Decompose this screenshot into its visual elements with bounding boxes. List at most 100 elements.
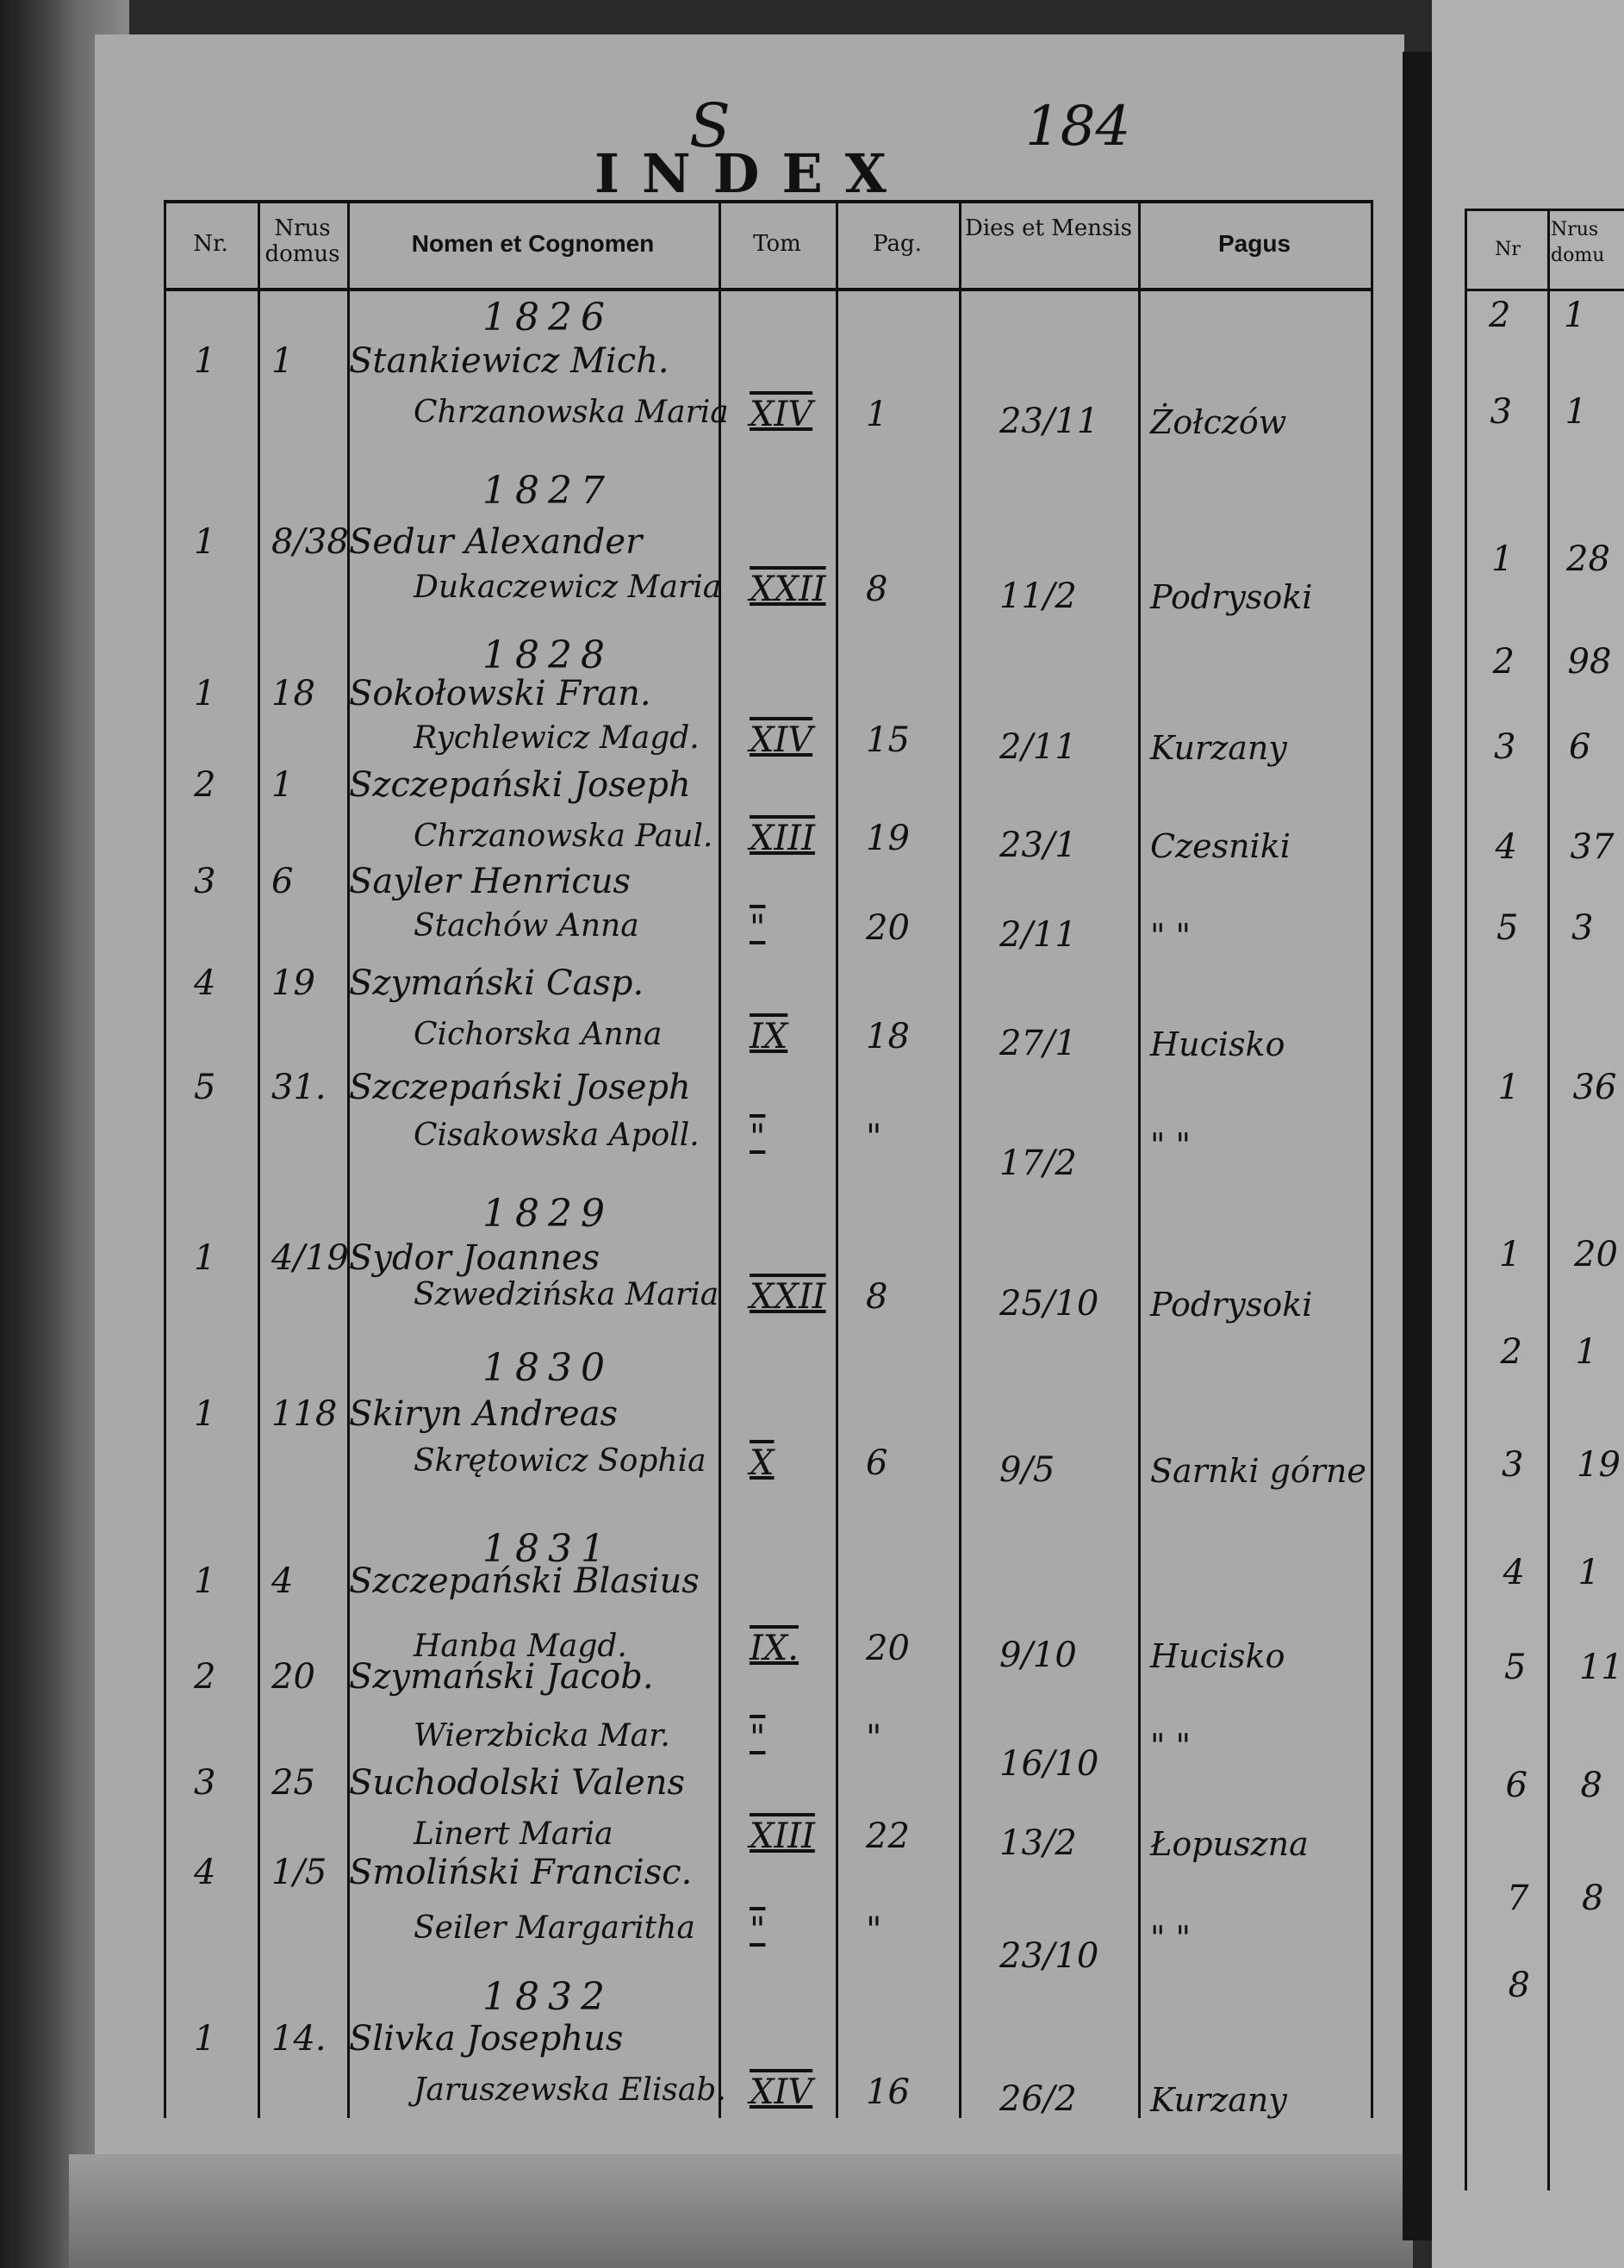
right-cell-domus: 36 — [1572, 1068, 1617, 1107]
page-title: INDEX — [594, 142, 909, 205]
cell-nrus-domus: 4/19 — [271, 1238, 349, 1278]
right-cell-nr: 8 — [1508, 1966, 1530, 2005]
cell-nr: 1 — [194, 522, 216, 562]
right-table-top-border — [1465, 209, 1624, 211]
header-dies: Dies et Mensis — [964, 215, 1132, 241]
cell-nrus-domus: 8/38 — [271, 522, 349, 562]
cell-dies: 23/10 — [999, 1936, 1099, 1976]
book-spine — [1403, 52, 1432, 2240]
cell-nrus-domus: 19 — [271, 963, 315, 1003]
cell-nr: 3 — [194, 1763, 216, 1803]
cell-nr: 3 — [194, 862, 216, 901]
cell-name-bride: Linert Maria — [414, 1816, 613, 1852]
cell-pag: " — [866, 1718, 882, 1758]
cell-pag: 18 — [866, 1017, 910, 1056]
cell-dies: 16/10 — [999, 1744, 1099, 1784]
cell-dies: 9/5 — [999, 1450, 1055, 1490]
right-cell-nr: 7 — [1507, 1879, 1529, 1918]
column-line — [347, 200, 350, 2118]
header-bottom-border — [164, 288, 1371, 291]
cell-pag: 16 — [866, 2072, 910, 2112]
cell-pagus: Żołczów — [1150, 403, 1287, 441]
cell-nrus-domus: 1 — [271, 341, 294, 381]
year-label: 1826 — [482, 296, 613, 340]
cell-name-groom: Szczepański Blasius — [349, 1561, 700, 1601]
cell-nr: 4 — [194, 1853, 216, 1892]
header-nrus-domus: Nrus domus — [264, 215, 340, 267]
cell-dies: 27/1 — [999, 1024, 1077, 1063]
cell-nrus-domus: 25 — [271, 1763, 315, 1803]
cell-name-bride: Cichorska Anna — [414, 1017, 663, 1052]
right-cell-nr: 4 — [1495, 827, 1517, 867]
cell-name-groom: Slivka Josephus — [349, 2019, 624, 2059]
year-label: 1831 — [482, 1527, 613, 1571]
year-label: 1832 — [482, 1975, 613, 2019]
right-cell-nr: 3 — [1502, 1445, 1524, 1485]
header-nr: Nr. — [193, 231, 228, 257]
cell-nr: 1 — [194, 341, 216, 381]
cell-name-groom: Stankiewicz Mich. — [349, 341, 669, 381]
cell-dies: 9/10 — [999, 1636, 1077, 1675]
column-line — [164, 200, 166, 2118]
cell-nr: 4 — [194, 963, 216, 1003]
cell-dies: 2/11 — [999, 915, 1077, 955]
right-header-bottom-border — [1465, 289, 1624, 291]
table-top-border — [164, 200, 1371, 203]
cell-pag: 19 — [866, 819, 910, 858]
right-header-domus: Nrus domu — [1551, 219, 1605, 266]
cell-pagus: Podrysoki — [1150, 1286, 1313, 1324]
right-cell-domus: 20 — [1574, 1235, 1618, 1274]
right-cell-domus: 3 — [1571, 908, 1594, 948]
header-nomen: Nomen et Cognomen — [411, 230, 655, 257]
cell-dies: 25/10 — [999, 1284, 1099, 1324]
cell-dies: 11/2 — [999, 576, 1077, 616]
cell-nrus-domus: 20 — [271, 1657, 315, 1697]
section-letter: S — [689, 90, 731, 161]
left-page — [95, 34, 1404, 2240]
right-cell-nr: 5 — [1504, 1648, 1527, 1687]
right-cell-nr: 1 — [1497, 1068, 1520, 1107]
cell-nrus-domus: 31. — [271, 1068, 327, 1107]
right-cell-nr: 3 — [1494, 727, 1516, 767]
cell-nr: 1 — [194, 674, 216, 713]
right-cell-nr: 1 — [1499, 1235, 1521, 1274]
cell-tom: XIV — [750, 2072, 813, 2112]
year-label: 1829 — [482, 1192, 613, 1236]
cell-tom: " — [750, 1910, 766, 1950]
cell-dies: 2/11 — [999, 727, 1077, 767]
header-pag: Pag. — [873, 231, 922, 257]
cell-pagus: Czesniki — [1150, 827, 1291, 865]
cell-nrus-domus: 1 — [271, 765, 294, 805]
cell-nr: 1 — [194, 1394, 216, 1434]
cell-nrus-domus: 1/5 — [271, 1853, 327, 1892]
cell-name-groom: Smoliński Francisc. — [349, 1853, 693, 1892]
year-label: 1830 — [482, 1346, 613, 1390]
right-cell-domus: 1 — [1575, 1332, 1597, 1372]
cell-name-bride: Szwedzińska Maria — [414, 1277, 719, 1312]
right-column-line — [1465, 209, 1467, 2190]
cell-pagus: Podrysoki — [1150, 578, 1313, 616]
cell-tom: " — [750, 1118, 766, 1157]
cell-name-groom: Sokołowski Fran. — [349, 674, 651, 713]
right-cell-nr: 2 — [1492, 642, 1515, 682]
right-cell-domus: 37 — [1570, 827, 1615, 867]
cell-tom: XXII — [750, 1277, 826, 1317]
right-cell-nr: 6 — [1505, 1766, 1528, 1805]
cell-pagus: Hucisko — [1150, 1637, 1285, 1675]
cell-tom: IX — [750, 1017, 788, 1056]
header-pagus: Pagus — [1217, 230, 1291, 257]
cell-name-groom: Suchodolski Valens — [349, 1763, 685, 1803]
cell-dies: 23/11 — [999, 402, 1099, 441]
cell-nrus-domus: 4 — [271, 1561, 294, 1601]
cell-pagus: Kurzany — [1150, 2081, 1287, 2119]
page-number: 184 — [1025, 95, 1131, 159]
cell-pagus: Kurzany — [1150, 729, 1287, 767]
cell-dies: 26/2 — [999, 2079, 1077, 2119]
cell-name-bride: Chrzanowska Maria — [414, 395, 729, 430]
cell-nr: 1 — [194, 2019, 216, 2059]
cell-name-groom: Szymański Jacob. — [349, 1657, 654, 1697]
cell-pag: 15 — [866, 720, 910, 760]
cell-tom: IX. — [750, 1629, 799, 1668]
right-cell-nr: 4 — [1503, 1553, 1525, 1592]
cell-name-bride: Rychlewicz Magd. — [414, 720, 700, 756]
